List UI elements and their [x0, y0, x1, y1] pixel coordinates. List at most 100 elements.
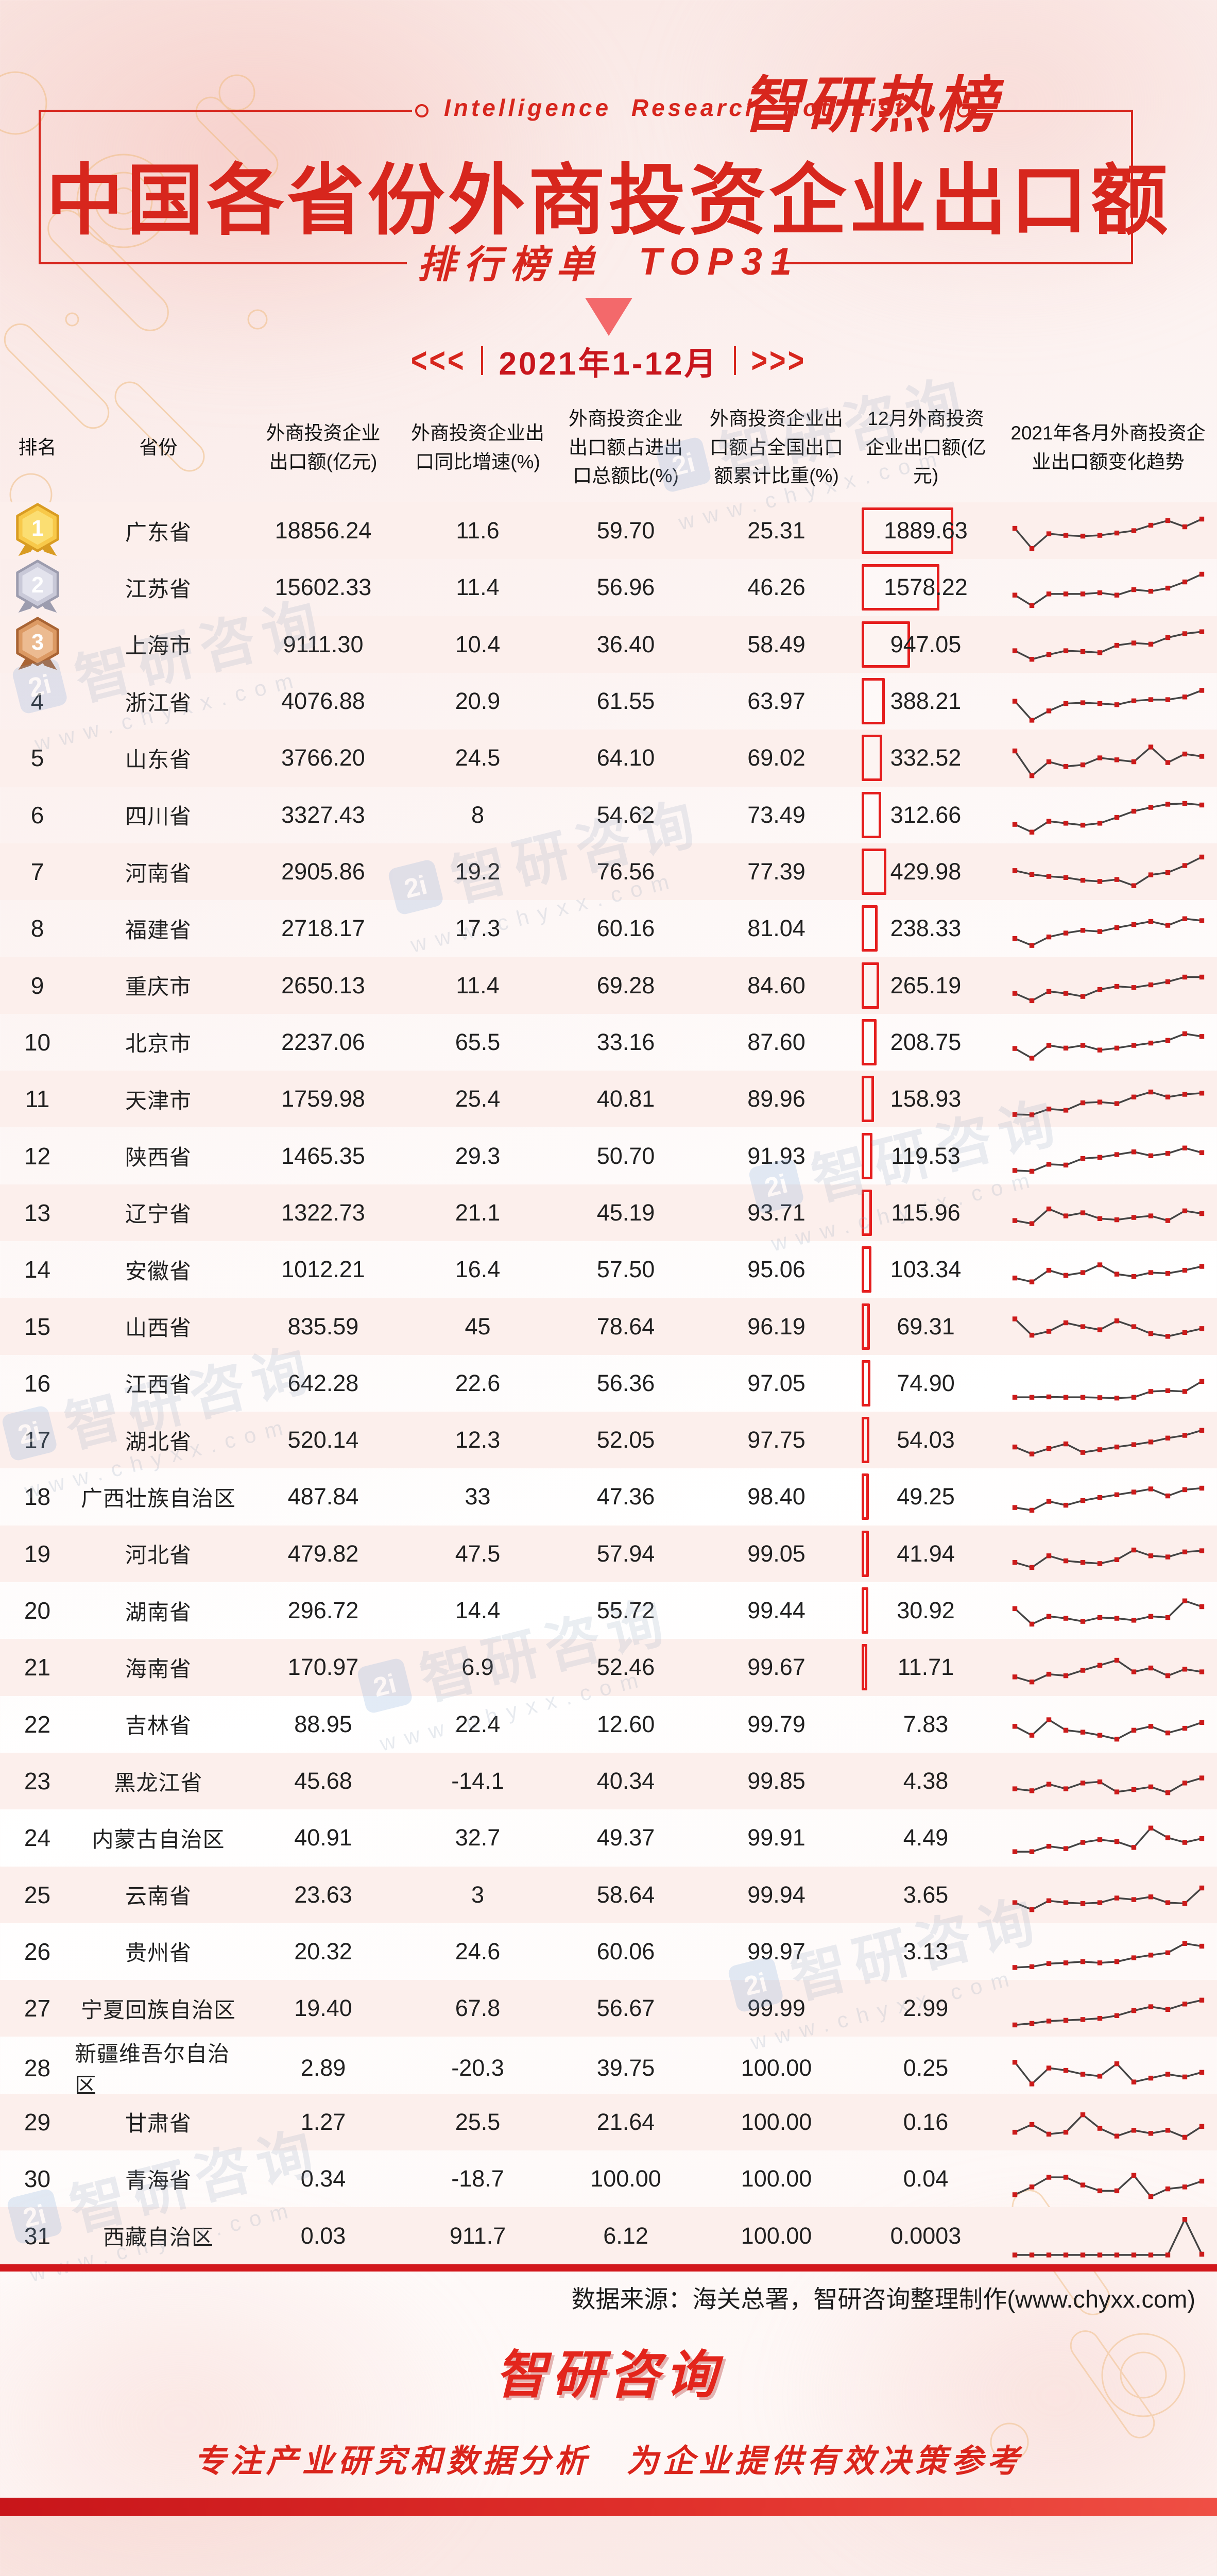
rank-cell: 24: [24, 1824, 51, 1852]
share-trade-cell: 56.96: [596, 574, 655, 601]
dec-export-cell: 158.93: [852, 1071, 999, 1127]
growth-cell: 21.1: [455, 1199, 501, 1226]
share-trade-cell: 40.81: [596, 1086, 655, 1112]
top31-label: TOP31: [638, 240, 800, 283]
growth-cell: 911.7: [449, 2222, 506, 2249]
share-trade-cell: 39.75: [596, 2055, 655, 2081]
rank-cell: 25: [24, 1881, 51, 1908]
export-cell: 2.89: [300, 2055, 346, 2081]
share-trade-cell: 69.28: [596, 972, 655, 998]
province-cell: 上海市: [125, 634, 192, 658]
col-header-rank: 排名: [18, 436, 57, 458]
dec-export-bar: [862, 1189, 872, 1236]
monthly-trend-sparkline: [1012, 1428, 1204, 1456]
period-divider-right: [733, 346, 736, 375]
dec-export-value: 0.0003: [890, 2222, 962, 2249]
monthly-trend-sparkline: [1012, 1658, 1204, 1685]
province-cell: 吉林省: [125, 1714, 192, 1738]
growth-cell: 32.7: [455, 1824, 501, 1851]
share-cum-cell: 96.19: [747, 1313, 805, 1340]
dec-export-cell: 0.16: [852, 2094, 999, 2150]
dec-export-value: 429.98: [890, 858, 962, 885]
rank-cell: 10: [24, 1028, 51, 1056]
rank-cell: 29: [24, 2108, 51, 2136]
province-cell: 江苏省: [125, 577, 192, 601]
share-cum-cell: 100.00: [741, 2222, 812, 2249]
growth-cell: 45: [465, 1313, 491, 1340]
growth-cell: -14.1: [451, 1768, 504, 1794]
export-cell: 1012.21: [281, 1256, 365, 1283]
dec-export-cell: 49.25: [852, 1468, 999, 1525]
col-header-share-cum: 外商投资企业出口额占全国出口额累计比重(%): [710, 408, 843, 487]
share-cum-cell: 73.49: [747, 801, 805, 828]
rank-2-medal-icon: 2: [15, 560, 59, 613]
table-row: 15 山西省 835.59 45 78.64 96.19 69.31: [0, 1298, 1217, 1355]
col-header-trend: 2021年各月外商投资企业出口额变化趋势: [1010, 422, 1206, 472]
province-cell: 贵州省: [125, 1941, 192, 1965]
period-label: 2021年1-12月: [499, 346, 718, 382]
province-cell: 辽宁省: [125, 1202, 192, 1227]
share-trade-cell: 60.16: [596, 915, 655, 942]
en-subtitle: Intelligence Research Hot List: [444, 94, 906, 121]
period-row: <<< 2021年1-12月 >>>: [0, 341, 1217, 382]
rank-cell: 7: [30, 858, 44, 886]
growth-cell: 25.5: [455, 2108, 501, 2135]
province-cell: 陕西省: [125, 1145, 192, 1170]
dec-export-cell: 1578.22: [852, 559, 999, 616]
table-row: 20 湖南省 296.72 14.4 55.72 99.44 30.92: [0, 1582, 1217, 1639]
dec-export-cell: 312.66: [852, 787, 999, 843]
province-cell: 内蒙古自治区: [92, 1827, 225, 1852]
growth-cell: 3: [471, 1881, 485, 1908]
share-trade-cell: 76.56: [596, 858, 655, 885]
share-trade-cell: 57.94: [596, 1540, 655, 1567]
table-row: 18 广西壮族自治区 487.84 33 47.36 98.40 49.25: [0, 1468, 1217, 1525]
monthly-trend-sparkline: [1012, 854, 1204, 888]
growth-cell: 14.4: [455, 1597, 501, 1624]
dec-export-value: 332.52: [890, 744, 962, 771]
share-trade-cell: 55.72: [596, 1597, 655, 1624]
col-header-dec-export: 12月外商投资企业出口额(亿元): [865, 408, 986, 487]
monthly-trend-sparkline: [1012, 1825, 1204, 1855]
monthly-trend-sparkline: [1012, 1598, 1204, 1627]
monthly-trend-sparkline: [1012, 1379, 1204, 1401]
table-row: 29 甘肃省 1.27 25.5 21.64 100.00 0.16: [0, 2093, 1217, 2151]
dec-export-bar: [862, 1132, 872, 1179]
monthly-trend-sparkline: [1012, 1031, 1204, 1061]
rank-cell: 30: [24, 2165, 51, 2193]
province-cell: 青海省: [125, 2168, 192, 2193]
dec-export-cell: 30.92: [852, 1582, 999, 1639]
share-cum-cell: 100.00: [741, 2165, 812, 2192]
subtitle-label: 排行榜单: [417, 243, 603, 286]
growth-cell: 22.4: [455, 1710, 501, 1737]
rank-cell: 11: [25, 1086, 50, 1113]
table-row: 13 辽宁省 1322.73 21.1 45.19 93.71 115.96: [0, 1184, 1217, 1242]
trend-cell: [999, 1809, 1217, 1866]
monthly-trend-sparkline: [1012, 1486, 1204, 1513]
rank-cell: 3: [0, 616, 75, 673]
dec-export-bar: [862, 1644, 867, 1691]
dec-export-cell: 69.31: [852, 1298, 999, 1354]
svg-text:3: 3: [31, 630, 43, 655]
svg-text:2: 2: [31, 573, 43, 598]
share-trade-cell: 60.06: [596, 1938, 655, 1964]
dec-export-value: 119.53: [891, 1142, 961, 1169]
dec-export-cell: 74.90: [852, 1355, 999, 1412]
brand-logo-text: 智研咨询: [495, 2346, 722, 2404]
export-cell: 3766.20: [281, 744, 365, 771]
growth-cell: -18.7: [451, 2165, 504, 2192]
table-row: 11 天津市 1759.98 25.4 40.81 89.96 158.93: [0, 1071, 1217, 1128]
dec-export-value: 3.65: [903, 1881, 949, 1908]
dec-export-bar: [862, 1076, 875, 1123]
table-row: 9 重庆市 2650.13 11.4 69.28 84.60 265.19: [0, 957, 1217, 1014]
province-cell: 山东省: [125, 747, 192, 772]
frame-top-line: [39, 110, 412, 112]
share-trade-cell: 56.67: [596, 1995, 655, 2022]
monthly-trend-sparkline: [1012, 1090, 1204, 1117]
rank-cell: 9: [30, 972, 44, 999]
export-cell: 1759.98: [281, 1086, 365, 1112]
dec-export-bar: [862, 849, 887, 895]
share-cum-cell: 99.91: [747, 1824, 805, 1851]
share-trade-cell: 54.62: [596, 801, 655, 828]
monthly-trend-sparkline: [1012, 1316, 1204, 1339]
table-body: 1 广东省 18856.24 11.6 59.70 25.31 1889.63 …: [0, 502, 1217, 2264]
